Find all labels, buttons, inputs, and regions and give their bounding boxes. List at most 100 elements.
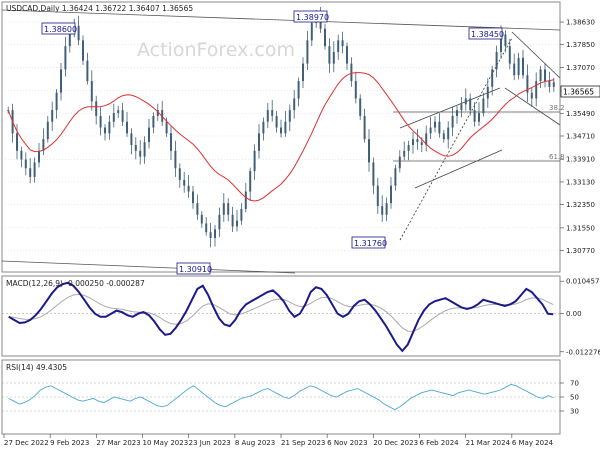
wedge-upper-line bbox=[511, 31, 561, 79]
candles bbox=[7, 7, 555, 248]
candle-body bbox=[346, 46, 348, 64]
x-tick-label: 6 May 2024 bbox=[512, 439, 554, 447]
macd-panel-frame bbox=[1, 275, 561, 357]
candle-body bbox=[178, 168, 181, 180]
price-trendlines bbox=[1, 9, 561, 274]
candle-body bbox=[473, 110, 476, 122]
candle-body bbox=[403, 150, 406, 157]
candle-body bbox=[60, 69, 62, 93]
candle-body bbox=[280, 127, 282, 134]
candle-body bbox=[152, 115, 155, 128]
candle-body bbox=[143, 142, 146, 157]
candle-body bbox=[522, 57, 524, 76]
rsi-line bbox=[8, 383, 554, 411]
candle-body bbox=[46, 121, 49, 140]
candle-body bbox=[148, 127, 150, 143]
candle-body bbox=[130, 133, 133, 145]
candle-body bbox=[350, 63, 353, 82]
dashed-trendline bbox=[399, 37, 513, 241]
annotation-box-3 bbox=[468, 27, 503, 40]
rsi-panel-frame bbox=[1, 359, 561, 435]
candle-body bbox=[258, 133, 260, 151]
candle-body bbox=[495, 51, 498, 70]
price-y-tick-label: 1.35490 bbox=[566, 110, 595, 118]
price-y-tick-label: 1.31550 bbox=[566, 224, 595, 232]
candle-body bbox=[500, 34, 502, 52]
candle-body bbox=[381, 206, 384, 215]
candle-body bbox=[478, 113, 480, 122]
candle-body bbox=[552, 82, 555, 87]
annotation-box-5 bbox=[176, 262, 211, 275]
candle-body bbox=[526, 75, 529, 93]
candle-body bbox=[104, 127, 106, 134]
candle-body bbox=[253, 150, 256, 172]
rsi-grid bbox=[2, 382, 560, 412]
macd-title: MACD(12,26,9) -0.000250 -0.000287 bbox=[6, 279, 145, 288]
x-axis: 27 Dec 2022 9 Feb 2023 27 Mar 2023 10 May 2… bbox=[3, 434, 554, 447]
annotation-5: 1.30910 bbox=[179, 265, 212, 274]
candle-body bbox=[209, 232, 212, 239]
candle-body bbox=[55, 92, 58, 111]
candle-body bbox=[517, 57, 520, 76]
candle-body bbox=[51, 110, 54, 122]
wedge-lower-line bbox=[504, 87, 561, 126]
candle-body bbox=[108, 121, 111, 134]
candle-body bbox=[99, 115, 102, 128]
candle-body bbox=[310, 22, 313, 41]
candle-body bbox=[90, 81, 93, 102]
candle-body bbox=[222, 203, 225, 215]
candle-body bbox=[288, 110, 291, 122]
candle-body bbox=[271, 110, 274, 116]
candle-body bbox=[262, 121, 265, 134]
annotation-4: 1.31760 bbox=[354, 239, 387, 248]
candle-body bbox=[491, 69, 494, 87]
candle-body bbox=[420, 142, 423, 145]
candle-body bbox=[407, 144, 410, 151]
x-tick-label: 27 Mar 2023 bbox=[96, 439, 140, 447]
rsi-y-tick-label: 50 bbox=[570, 394, 579, 402]
candle-body bbox=[134, 144, 137, 151]
macd-line bbox=[8, 281, 554, 353]
candle-body bbox=[297, 81, 300, 99]
candle-body bbox=[482, 98, 485, 114]
candle-body bbox=[513, 63, 516, 76]
candle-body bbox=[284, 121, 287, 134]
candle-body bbox=[456, 110, 458, 116]
price-y-tick-label: 1.38630 bbox=[566, 19, 595, 27]
candle-body bbox=[324, 28, 326, 47]
candle-body bbox=[82, 40, 84, 61]
candle-body bbox=[205, 223, 208, 233]
candle-body bbox=[486, 86, 489, 99]
candle-body bbox=[504, 34, 507, 47]
candle-body bbox=[68, 31, 71, 47]
candle-body bbox=[16, 133, 18, 151]
candle-body bbox=[24, 159, 27, 169]
candle-body bbox=[544, 69, 546, 82]
candle-body bbox=[530, 92, 533, 99]
candle-body bbox=[293, 98, 296, 111]
candle-body bbox=[218, 214, 221, 230]
candle-body bbox=[447, 127, 450, 140]
rsi-y-tick-label: 70 bbox=[570, 380, 579, 388]
candle-body bbox=[183, 179, 186, 186]
candle-body bbox=[126, 121, 128, 134]
candle-body bbox=[117, 110, 120, 114]
rsi-y-axis: 70 50 30 bbox=[560, 380, 579, 416]
macd-y-axis: 0.010457 0.00 -0.012276 bbox=[560, 278, 600, 356]
rsi-title: RSI(14) 49.4305 bbox=[6, 363, 67, 372]
candle-body bbox=[328, 46, 331, 64]
upper-trendline bbox=[1, 9, 561, 31]
candle-body bbox=[442, 133, 445, 140]
annotation-box-4 bbox=[351, 236, 386, 249]
candle-body bbox=[200, 214, 203, 224]
price-y-tick-label: 1.33910 bbox=[566, 156, 595, 164]
candle-body bbox=[438, 121, 441, 134]
x-tick-label: 27 Dec 2022 bbox=[4, 439, 49, 447]
price-y-tick-label: 1.30770 bbox=[566, 247, 595, 255]
macd-y-tick-label: 0.00 bbox=[566, 310, 582, 318]
annotation-1: 1.38600 bbox=[44, 25, 77, 34]
candle-body bbox=[227, 203, 230, 215]
candle-body bbox=[416, 139, 419, 143]
candle-body bbox=[214, 229, 216, 239]
candle-body bbox=[170, 133, 172, 151]
